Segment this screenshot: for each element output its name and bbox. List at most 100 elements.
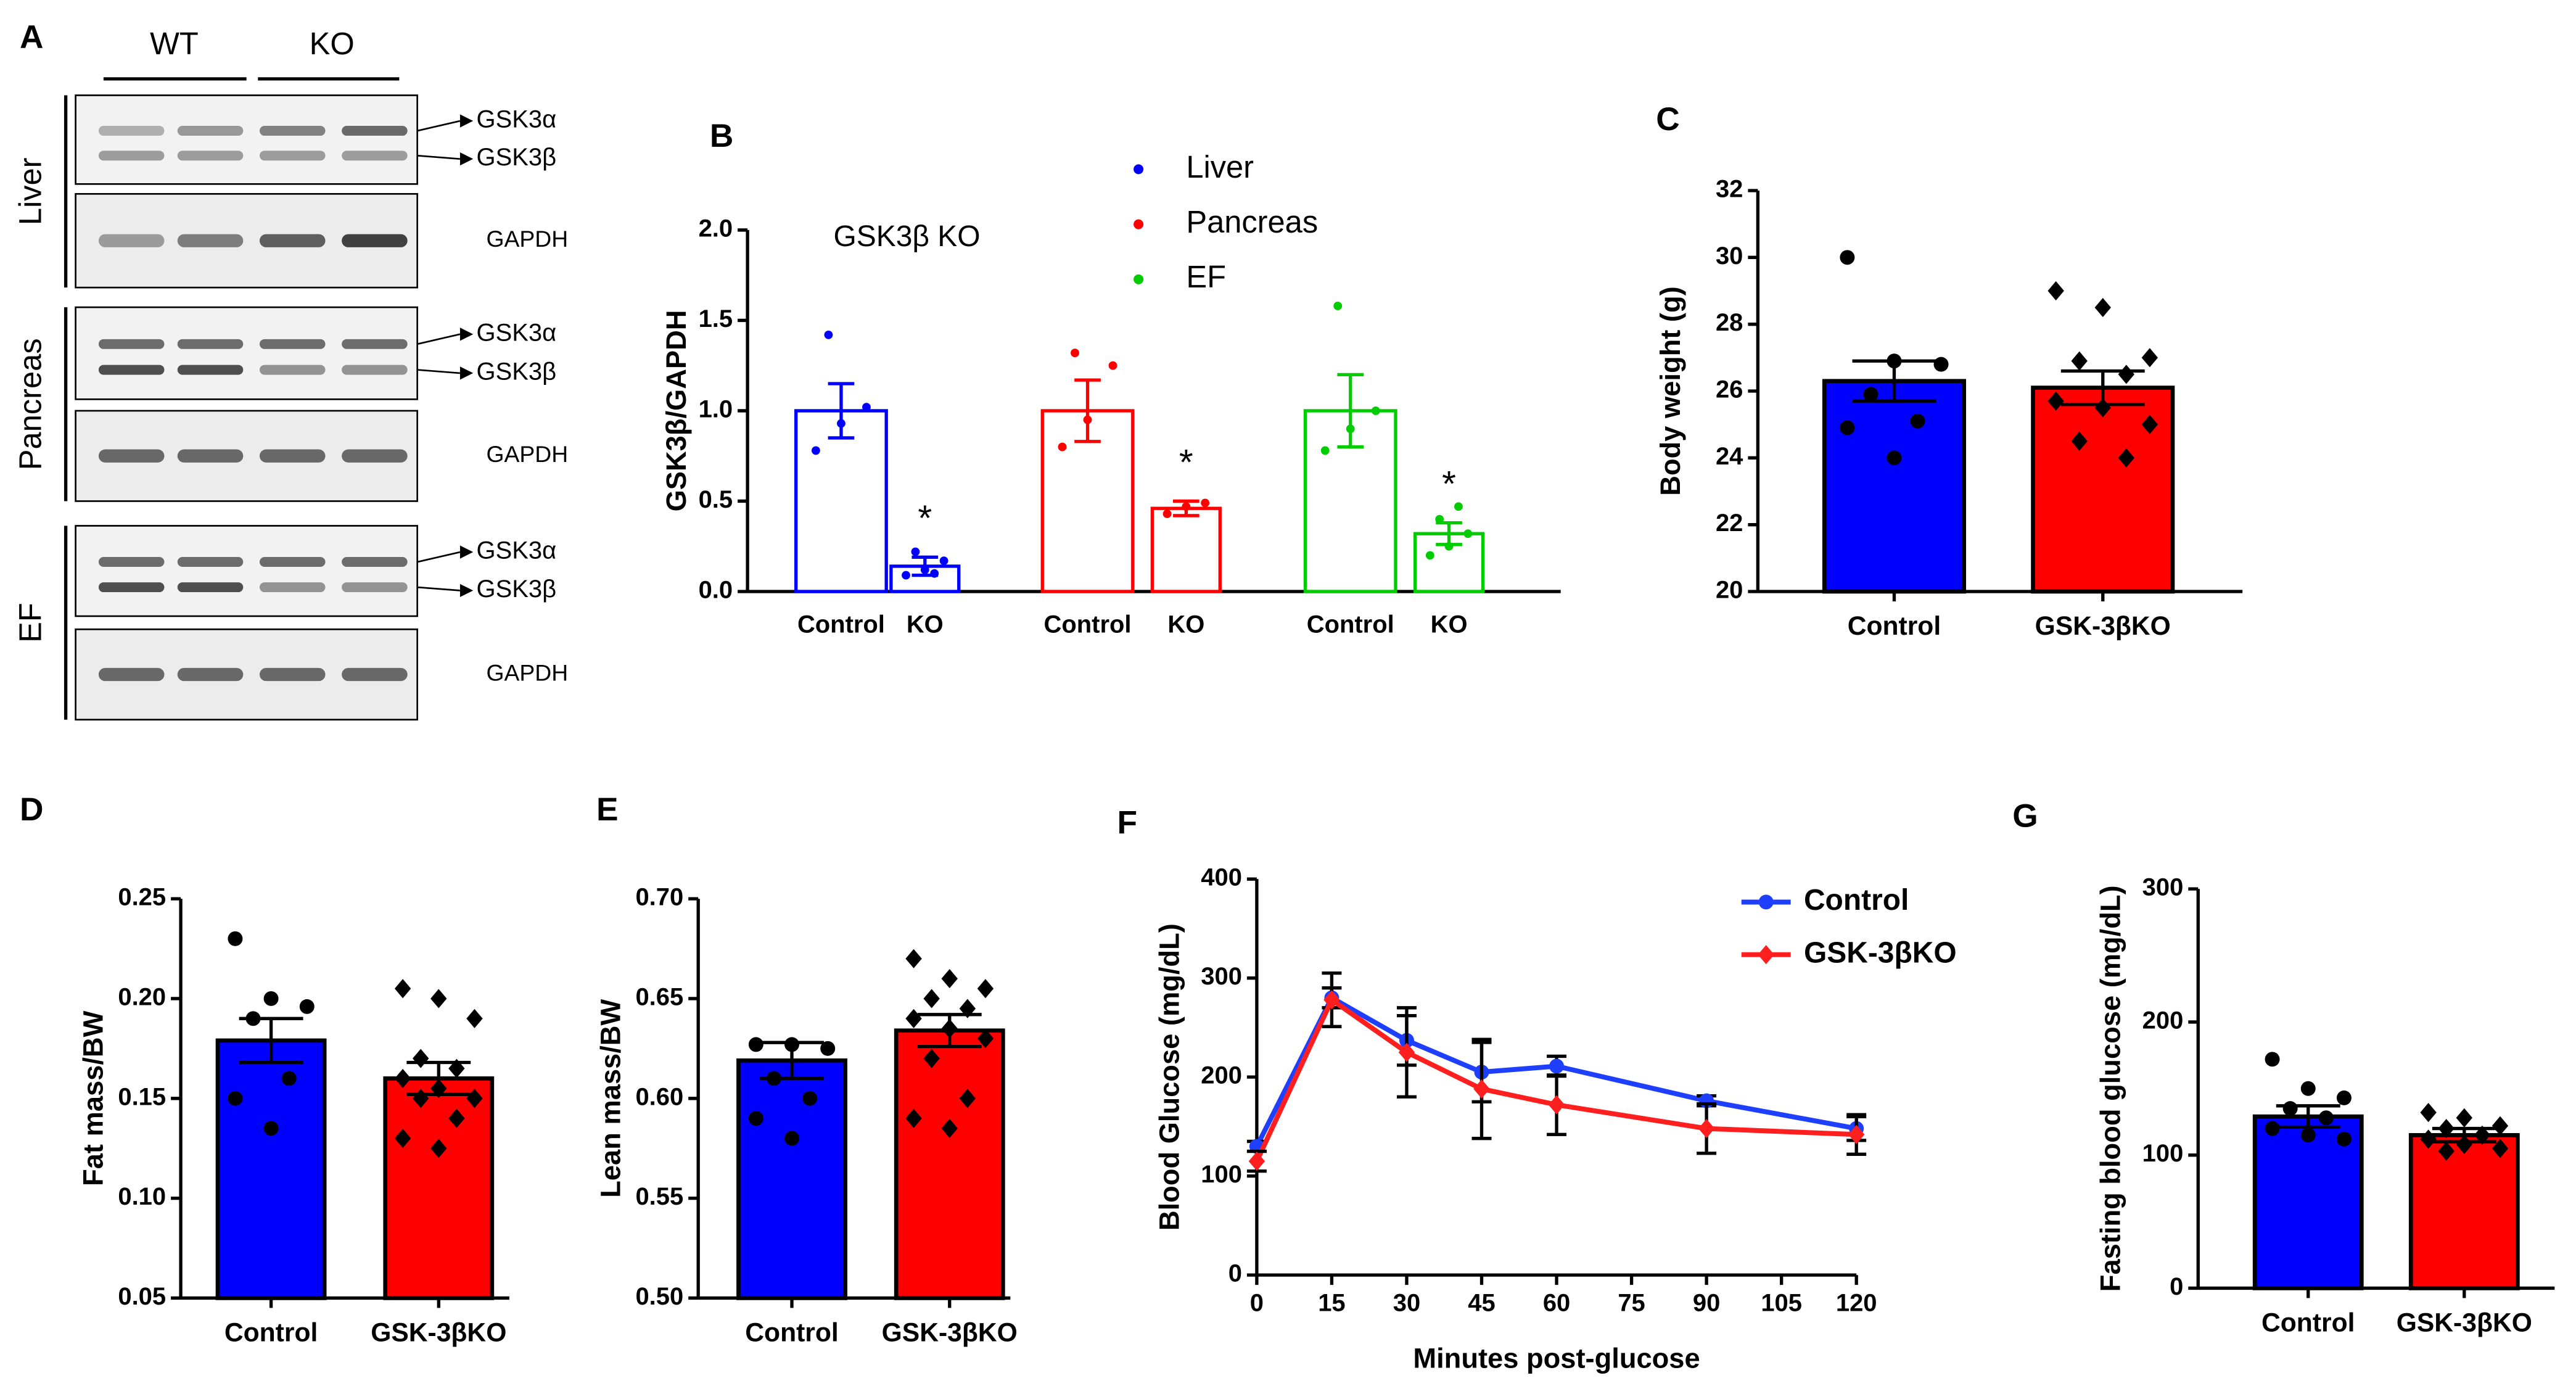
point [1758,894,1774,910]
point [263,991,279,1006]
y-tick-label: 32 [1716,176,1743,203]
point [2474,1125,2491,1145]
point [466,1008,483,1028]
blot-band [98,339,165,349]
blot-box [75,94,418,185]
y-tick-label: 200 [2142,1007,2184,1034]
x-tick-label: KO [1431,611,1468,638]
band-arrow [417,333,461,345]
blot-band [98,365,165,375]
point [1840,250,1855,265]
error-bar [917,1013,982,1049]
blot-band [98,582,165,593]
x-tick-label: 15 [1318,1290,1345,1317]
bar [894,1028,1005,1300]
point [1848,1124,1865,1144]
point [923,1049,940,1068]
y-tick-label: 0.70 [635,884,683,911]
x-tick-label: 30 [1393,1290,1420,1317]
y-tick-label: 200 [1201,1062,1242,1089]
point [2492,1139,2509,1158]
point [2265,1121,2280,1136]
x-tick-label: GSK-3βKO [371,1318,506,1347]
blot-band [259,582,326,593]
point [802,1091,818,1106]
point [299,999,315,1014]
blot-band [177,582,244,593]
point [228,1091,243,1106]
point [977,1029,994,1049]
point [862,403,871,412]
panel-label: D [20,791,43,828]
blot-band [259,151,326,161]
arrow-head [459,152,474,166]
point [905,1108,922,1128]
point [1549,1058,1565,1074]
blot-band [342,126,408,136]
error-bar [760,1041,824,1081]
band-arrow [417,586,461,592]
point [1435,514,1444,524]
point [263,1121,279,1136]
significance: * [1179,442,1193,482]
point [920,565,929,574]
point [923,989,940,1008]
x-tick-label: GSK-3βKO [2397,1308,2532,1337]
x-tick-label: 60 [1543,1290,1570,1317]
legend-label: Pancreas [1186,204,1318,239]
point [959,1089,976,1108]
point [1371,406,1380,415]
y-tick-label: 26 [1716,376,1743,403]
point [413,1049,429,1068]
tissue-label: Liver [13,157,48,225]
panel-label: A [20,19,43,56]
point [1248,1151,1265,1171]
arrow-head [459,328,474,341]
point [2265,1052,2280,1067]
blot-band [98,449,165,463]
blot-band [342,667,408,682]
point [837,419,846,428]
point [430,989,447,1008]
point [1863,387,1879,402]
point [905,1008,922,1028]
point [930,569,939,578]
blot-band [177,449,244,463]
blot-band [342,234,408,247]
legend-label: Liver [1186,149,1254,184]
point [2094,297,2111,318]
blot-band [177,667,244,682]
panel-label: F [1117,804,1137,841]
y-tick-label: 0.25 [118,884,166,911]
point [1320,446,1330,455]
y-tick-label: 22 [1716,509,1743,537]
blot-band [177,151,244,161]
y-tick-label: 100 [1201,1161,1242,1188]
point [977,979,994,999]
point [1840,420,1855,435]
point [1887,450,1902,466]
bar [1150,506,1222,593]
legend-marker [1134,219,1144,229]
blot-band [177,557,244,567]
x-tick-label: KO [1167,611,1204,638]
point [2420,1129,2437,1149]
blot-band [342,339,408,349]
error-bar [239,1017,303,1065]
x-tick-label: Control [1848,611,1941,641]
point [2118,365,2134,384]
point [1323,990,1340,1010]
blot-band [98,234,165,247]
point [228,931,243,946]
point [1910,413,1925,429]
legend-label: Control [1804,884,1909,917]
y-tick-label: 0 [1228,1260,1242,1287]
point [2492,1116,2509,1136]
blot-band [259,234,326,247]
y-tick-label: 2.0 [699,215,733,242]
y-tick-label: 28 [1716,309,1743,336]
point [941,968,958,989]
point [2118,448,2134,468]
blot-band [177,126,244,136]
